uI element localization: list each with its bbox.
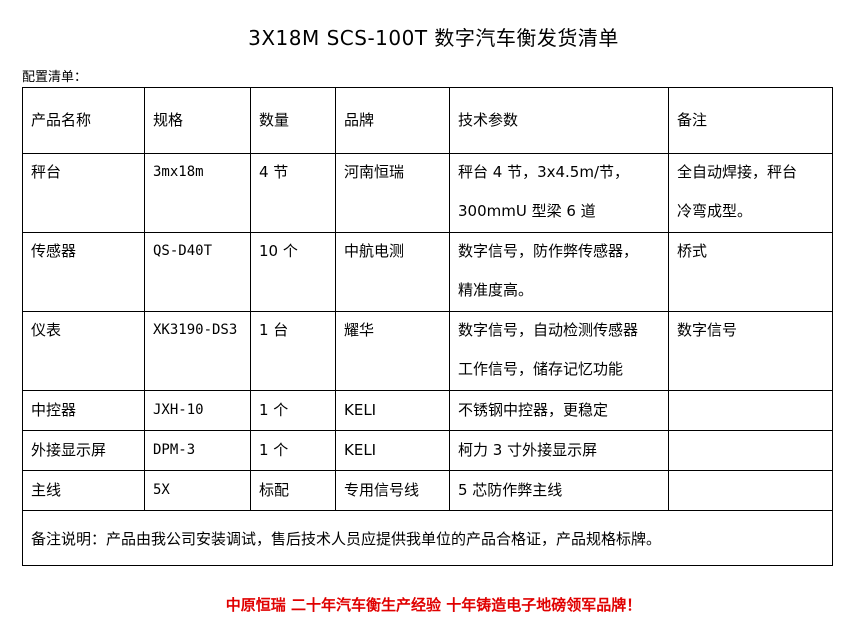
brand-cell-text: 河南恒瑞 bbox=[344, 163, 405, 181]
spec-cell: QS-D40T bbox=[144, 232, 251, 312]
table-row: 中控器 JXH-10 1 个 KELI 不锈钢中控器，更稳定 bbox=[22, 390, 833, 431]
page-title: 3X18M SCS-100T 数字汽车衡发货清单 bbox=[248, 26, 619, 50]
product-name-cell: 中控器 bbox=[22, 390, 145, 431]
tech-params-cell-line: 300mmU 型梁 6 道 bbox=[458, 202, 596, 220]
quantity-cell-text: 1 个 bbox=[259, 441, 289, 459]
brand-cell: 专用信号线 bbox=[335, 470, 450, 511]
brand-cell-text: 耀华 bbox=[344, 321, 375, 339]
product-name-cell: 主线 bbox=[22, 470, 145, 511]
product-name-cell: 传感器 bbox=[22, 232, 145, 312]
table-row: 秤台 3mx18m 4 节 河南恒瑞 秤台 4 节，3x4.5m/节， 300mmU 型梁… bbox=[22, 153, 833, 233]
tech-params-cell: 5 芯防作弊主线 bbox=[449, 470, 669, 511]
tech-params-cell: 不锈钢中控器，更稳定 bbox=[449, 390, 669, 431]
tech-params-cell: 柯力 3 寸外接显示屏 bbox=[449, 430, 669, 471]
brand-cell-text: KELI bbox=[344, 401, 377, 419]
spec-cell-text: QS-D40T bbox=[153, 243, 213, 259]
quantity-cell-text: 1 台 bbox=[259, 321, 289, 339]
remark-cell: 数字信号 bbox=[668, 311, 833, 391]
tech-params-cell-line: 5 芯防作弊主线 bbox=[458, 481, 563, 499]
quantity-cell: 1 台 bbox=[250, 311, 336, 391]
footer-slogan: 中原恒瑞 二十年汽车衡生产经验 十年铸造电子地磅领军品牌！ bbox=[225, 596, 642, 614]
spec-cell-text: DPM-3 bbox=[153, 442, 196, 458]
section-label: 配置清单： bbox=[22, 70, 88, 85]
quantity-cell: 1 个 bbox=[250, 430, 336, 471]
table-row: 主线 5X 标配 专用信号线 5 芯防作弊主线 bbox=[22, 470, 833, 511]
tech-params-cell-line: 柯力 3 寸外接显示屏 bbox=[458, 441, 598, 459]
spec-cell-text: 3mx18m bbox=[153, 164, 204, 180]
table-row: 外接显示屏 DPM-3 1 个 KELI 柯力 3 寸外接显示屏 bbox=[22, 430, 833, 471]
spec-cell-text: XK3190-DS3 bbox=[153, 322, 238, 338]
header-cell: 产品名称 bbox=[22, 87, 145, 154]
header-cell: 技术参数 bbox=[449, 87, 669, 154]
remark-cell: 桥式 bbox=[668, 232, 833, 312]
remark-cell-line: 全自动焊接，秤台 bbox=[677, 163, 798, 181]
quantity-cell-text: 标配 bbox=[259, 481, 290, 499]
spec-cell-text: JXH-10 bbox=[153, 402, 204, 418]
product-name-cell: 外接显示屏 bbox=[22, 430, 145, 471]
spec-cell: 3mx18m bbox=[144, 153, 251, 233]
header-cell: 规格 bbox=[144, 87, 251, 154]
product-name-cell: 仪表 bbox=[22, 311, 145, 391]
product-name-cell-text: 传感器 bbox=[31, 242, 77, 260]
brand-cell: KELI bbox=[335, 430, 450, 471]
remark-cell-line: 桥式 bbox=[677, 242, 708, 260]
brand-cell-text: 中航电测 bbox=[344, 242, 405, 260]
remark-cell bbox=[668, 390, 833, 431]
header-cell: 品牌 bbox=[335, 87, 450, 154]
remark-cell bbox=[668, 430, 833, 471]
brand-cell: 耀华 bbox=[335, 311, 450, 391]
note-row: 备注说明：产品由我公司安装调试，售后技术人员应提供我单位的产品合格证，产品规格标… bbox=[22, 510, 833, 566]
tech-params-cell-line: 精准度高。 bbox=[458, 281, 534, 299]
quantity-cell-text: 1 个 bbox=[259, 401, 289, 419]
spec-cell: DPM-3 bbox=[144, 430, 251, 471]
tech-params-cell-line: 数字信号，自动检测传感器 bbox=[458, 321, 639, 339]
product-name-cell-text: 外接显示屏 bbox=[31, 441, 107, 459]
table-row: 仪表 XK3190-DS3 1 台 耀华 数字信号，自动检测传感器 工作信号，储存记忆功能… bbox=[22, 311, 833, 391]
quantity-cell-text: 4 节 bbox=[259, 163, 289, 181]
quantity-cell: 10 个 bbox=[250, 232, 336, 312]
quantity-cell: 标配 bbox=[250, 470, 336, 511]
header-cell: 备注 bbox=[668, 87, 833, 154]
spec-cell: JXH-10 bbox=[144, 390, 251, 431]
product-name-cell: 秤台 bbox=[22, 153, 145, 233]
product-name-cell-text: 秤台 bbox=[31, 163, 62, 181]
product-name-cell-text: 仪表 bbox=[31, 321, 62, 339]
tech-params-cell-line: 秤台 4 节，3x4.5m/节， bbox=[458, 163, 630, 181]
tech-params-cell-line: 数字信号，防作弊传感器， bbox=[458, 242, 639, 260]
remark-cell-line: 冷弯成型。 bbox=[677, 202, 753, 220]
tech-params-cell: 数字信号，防作弊传感器， 精准度高。 bbox=[449, 232, 669, 312]
product-name-cell-text: 主线 bbox=[31, 481, 62, 499]
header-cell: 数量 bbox=[250, 87, 336, 154]
tech-params-cell-line: 工作信号，储存记忆功能 bbox=[458, 360, 624, 378]
product-name-cell-text: 中控器 bbox=[31, 401, 77, 419]
quantity-cell: 1 个 bbox=[250, 390, 336, 431]
brand-cell: 河南恒瑞 bbox=[335, 153, 450, 233]
remark-cell: 全自动焊接，秤台 冷弯成型。 bbox=[668, 153, 833, 233]
brand-cell: KELI bbox=[335, 390, 450, 431]
spec-cell: XK3190-DS3 bbox=[144, 311, 251, 391]
tech-params-cell: 数字信号，自动检测传感器 工作信号，储存记忆功能 bbox=[449, 311, 669, 391]
tech-params-cell-line: 不锈钢中控器，更稳定 bbox=[458, 401, 609, 419]
tech-params-cell: 秤台 4 节，3x4.5m/节， 300mmU 型梁 6 道 bbox=[449, 153, 669, 233]
table-row: 传感器 QS-D40T 10 个 中航电测 数字信号，防作弊传感器， 精准度高。 桥式 bbox=[22, 232, 833, 312]
table-header-row: 产品名称 规格 数量 品牌 技术参数 备注 bbox=[22, 87, 833, 154]
brand-cell: 中航电测 bbox=[335, 232, 450, 312]
shipping-list-table: 产品名称 规格 数量 品牌 技术参数 备注 秤台 3mx18m 4 节 河南恒瑞 秤台 … bbox=[22, 87, 833, 566]
quantity-cell-text: 10 个 bbox=[259, 242, 298, 260]
remark-cell bbox=[668, 470, 833, 511]
note-text: 备注说明：产品由我公司安装调试，售后技术人员应提供我单位的产品合格证，产品规格标… bbox=[22, 510, 833, 566]
quantity-cell: 4 节 bbox=[250, 153, 336, 233]
spec-cell: 5X bbox=[144, 470, 251, 511]
brand-cell-text: KELI bbox=[344, 441, 377, 459]
spec-cell-text: 5X bbox=[153, 482, 170, 498]
brand-cell-text: 专用信号线 bbox=[344, 481, 420, 499]
remark-cell-line: 数字信号 bbox=[677, 321, 738, 339]
